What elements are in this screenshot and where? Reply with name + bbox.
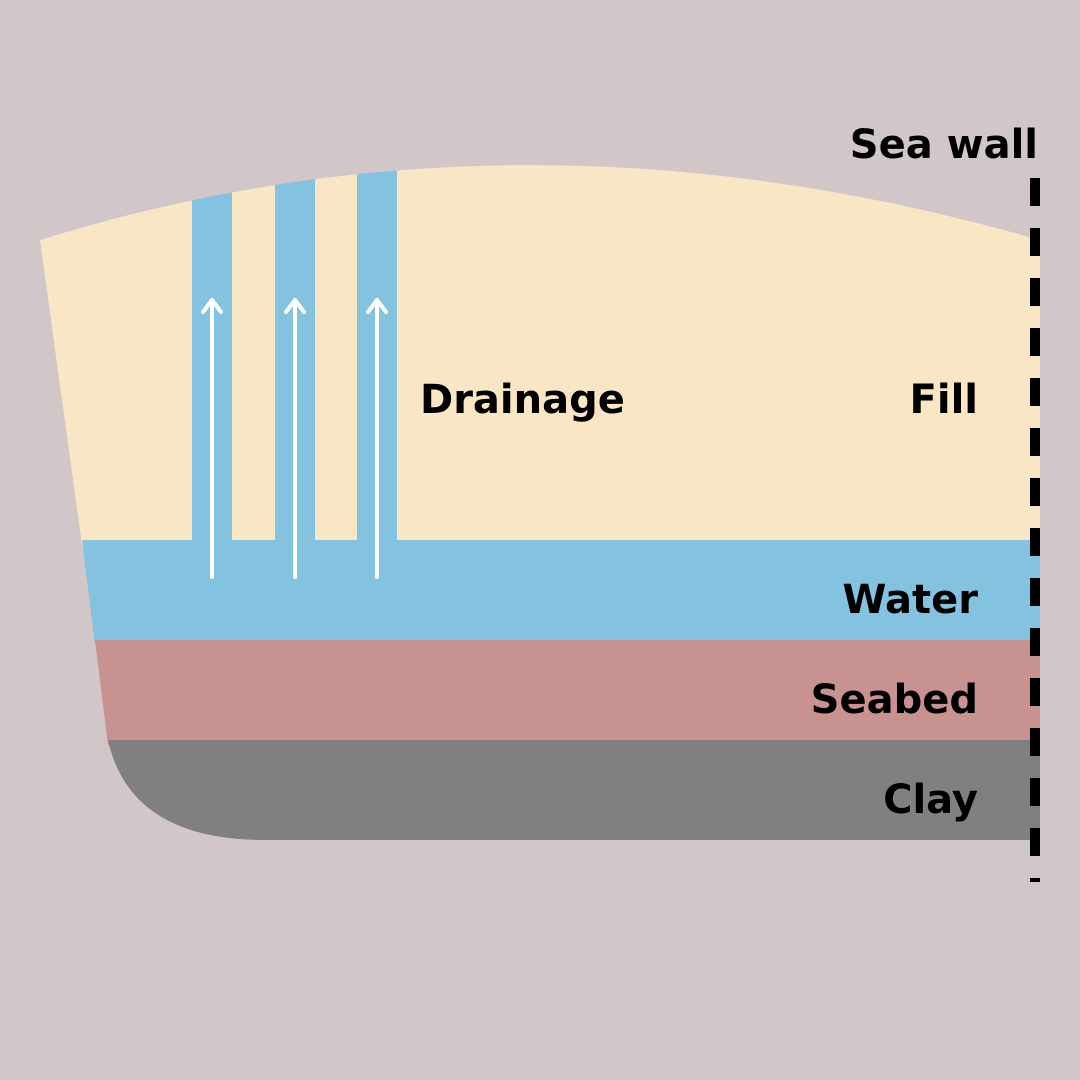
drainage-arrow-3 bbox=[366, 298, 388, 579]
sky-mask bbox=[0, 0, 1080, 260]
seabed-label: Seabed bbox=[811, 677, 978, 723]
sea-wall-label: Sea wall bbox=[850, 122, 1038, 168]
clay-label: Clay bbox=[883, 777, 978, 823]
water-layer bbox=[82, 540, 1040, 645]
seabed-layer bbox=[95, 640, 1040, 745]
clay-layer bbox=[108, 740, 1040, 840]
drainage-arrow-2 bbox=[284, 298, 306, 579]
water-label: Water bbox=[842, 577, 978, 623]
fill-layer bbox=[40, 165, 1040, 545]
drainage-label: Drainage bbox=[420, 377, 625, 423]
drainage-arrow-1 bbox=[201, 298, 223, 579]
fill-label: Fill bbox=[910, 377, 978, 423]
